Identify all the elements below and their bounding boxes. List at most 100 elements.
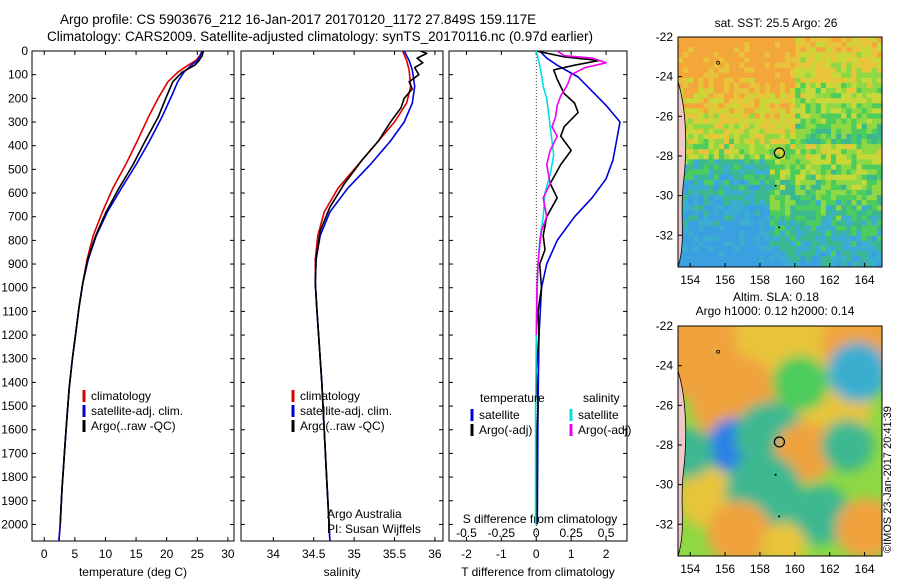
sst-cell xyxy=(698,220,704,226)
sst-cell xyxy=(841,67,847,73)
sst-cell xyxy=(846,67,852,73)
sst-cell xyxy=(718,88,725,94)
sst-cell xyxy=(861,200,867,206)
sst-cell xyxy=(790,118,796,124)
sst-cell xyxy=(759,47,765,53)
sst-cell xyxy=(831,93,837,99)
sst-cell xyxy=(841,261,847,267)
sst-cell xyxy=(790,241,796,247)
sst-cell xyxy=(780,174,786,181)
sst-cell xyxy=(841,256,847,262)
sst-cell xyxy=(713,93,720,99)
sst-cell xyxy=(810,154,816,160)
sst-cell xyxy=(841,37,847,43)
sst-cell xyxy=(774,139,781,145)
sst-cell xyxy=(856,246,862,252)
sst-cell xyxy=(825,93,832,99)
sst-cell xyxy=(800,62,806,68)
sst-cell xyxy=(683,93,689,99)
sst-cell xyxy=(846,169,852,175)
sst-cell xyxy=(729,72,735,79)
sst-cell xyxy=(749,62,755,68)
sst-cell xyxy=(841,169,847,175)
x-tick-label: 1 xyxy=(568,547,575,561)
sst-cell xyxy=(749,37,755,43)
sst-cell xyxy=(825,37,832,43)
lon-tick-label: 164 xyxy=(855,562,875,576)
sst-cell xyxy=(754,103,760,109)
coastline xyxy=(678,81,687,267)
sst-cell xyxy=(739,225,745,232)
sst-cell xyxy=(688,230,694,237)
sst-cell xyxy=(739,246,745,252)
sst-cell xyxy=(678,52,684,58)
sst-cell xyxy=(729,128,735,135)
sst-cell xyxy=(774,184,781,191)
sst-cell xyxy=(876,159,882,165)
sst-cell xyxy=(688,210,694,216)
sst-cell xyxy=(749,77,755,84)
sst-cell xyxy=(749,256,755,262)
sst-cell xyxy=(836,108,842,114)
sst-cell xyxy=(729,169,735,175)
sst-cell xyxy=(739,88,745,94)
legend-label: climatology xyxy=(300,389,360,403)
sst-cell xyxy=(866,220,873,226)
sst-cell xyxy=(846,220,852,226)
sst-cell xyxy=(846,128,852,135)
sst-cell xyxy=(713,261,720,267)
sst-cell xyxy=(810,144,816,150)
sst-cell xyxy=(744,169,750,175)
sst-cell xyxy=(698,42,704,48)
sst-cell xyxy=(703,118,709,124)
sst-cell xyxy=(841,103,847,109)
sst-cell xyxy=(759,98,765,104)
sst-cell xyxy=(866,210,873,216)
sst-cell xyxy=(785,174,791,181)
sst-cell xyxy=(774,149,781,155)
depth-tick-label: 800 xyxy=(8,233,28,247)
sst-cell xyxy=(820,256,827,262)
sst-cell xyxy=(810,72,816,79)
sst-cell xyxy=(713,154,720,160)
sst-cell xyxy=(825,159,832,165)
sst-cell xyxy=(810,139,816,145)
sst-cell xyxy=(831,128,837,135)
sst-cell xyxy=(693,37,699,43)
sst-cell xyxy=(815,149,822,155)
sst-cell xyxy=(785,235,791,242)
sst-cell xyxy=(861,37,867,43)
sst-cell xyxy=(749,82,755,89)
series-line xyxy=(314,51,428,525)
sst-cell xyxy=(754,190,760,196)
sst-cell xyxy=(861,174,867,181)
sst-cell xyxy=(769,82,776,89)
sst-cell xyxy=(790,82,796,89)
sst-cell xyxy=(764,139,771,145)
sst-cell xyxy=(876,108,882,114)
sst-cell xyxy=(769,246,776,252)
sst-cell xyxy=(836,210,842,216)
sst-cell xyxy=(718,128,725,135)
sst-cell xyxy=(785,241,791,247)
sst-cell xyxy=(774,195,781,201)
sst-cell xyxy=(780,67,786,73)
sst-cell xyxy=(739,210,745,216)
sst-cell xyxy=(678,57,684,63)
sst-cell xyxy=(836,128,842,135)
sst-cell xyxy=(688,82,694,89)
sst-cell xyxy=(734,133,740,140)
sst-cell xyxy=(703,144,709,150)
sst-cell xyxy=(841,174,847,181)
sst-cell xyxy=(856,133,862,140)
sst-cell xyxy=(723,169,730,175)
sst-cell xyxy=(800,205,806,211)
sst-cell xyxy=(698,128,704,135)
sst-cell xyxy=(810,230,816,237)
sst-cell xyxy=(764,103,771,109)
sst-cell xyxy=(698,149,704,155)
x-tick-label: 34 xyxy=(267,547,281,561)
sst-cell xyxy=(836,225,842,232)
sst-cell xyxy=(698,256,704,262)
sst-cell xyxy=(708,144,714,150)
